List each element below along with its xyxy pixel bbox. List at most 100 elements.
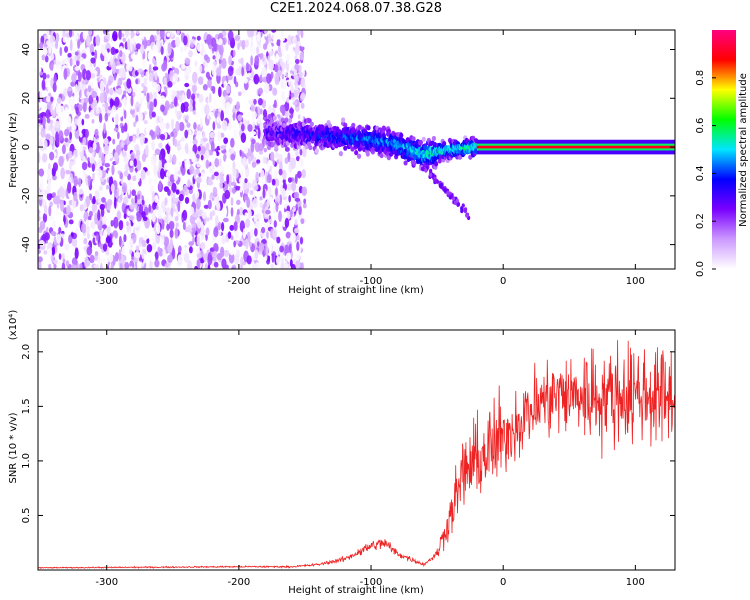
noise-blob	[79, 132, 83, 138]
noise-blob	[176, 259, 183, 267]
noise-blob	[241, 66, 244, 77]
noise-blob	[74, 66, 80, 71]
noise-blob	[218, 38, 223, 46]
noise-blob	[68, 30, 73, 38]
noise-blob	[221, 57, 227, 69]
y-tick-label: 0.5	[21, 508, 32, 524]
spectrogram-x-axis-label: Height of straight line (km)	[288, 285, 424, 296]
x-tick-label: -200	[228, 577, 251, 588]
noise-blob	[300, 42, 306, 47]
noise-blob	[80, 223, 87, 234]
signal-blob	[411, 136, 416, 142]
noise-blob	[266, 256, 270, 262]
noise-blob	[81, 118, 85, 126]
noise-blob	[168, 220, 175, 230]
noise-blob	[123, 234, 127, 243]
signal-blob	[284, 117, 289, 123]
noise-blob	[134, 51, 138, 56]
noise-blob	[52, 162, 58, 172]
noise-blob	[173, 170, 179, 182]
noise-blob	[262, 109, 268, 118]
colorbar-tick-label: 0.4	[695, 165, 706, 181]
noise-blob	[87, 215, 92, 221]
noise-blob	[164, 197, 168, 206]
noise-blob	[227, 65, 234, 77]
noise-blob	[50, 96, 54, 102]
noise-blob	[160, 95, 165, 101]
noise-blob	[44, 232, 50, 241]
noise-blob	[152, 44, 158, 53]
noise-blob	[128, 63, 133, 72]
noise-blob	[275, 53, 279, 64]
noise-blob	[258, 143, 264, 152]
noise-blob	[286, 87, 290, 98]
noise-blob	[48, 263, 52, 269]
noise-blob	[140, 44, 145, 55]
noise-blob	[183, 252, 190, 264]
noise-blob	[225, 84, 231, 94]
noise-blob	[47, 179, 52, 190]
noise-blob	[41, 53, 45, 61]
noise-blob	[164, 162, 170, 170]
noise-blob	[236, 208, 240, 216]
noise-blob	[257, 185, 261, 192]
noise-blob	[94, 254, 98, 261]
noise-blob	[113, 196, 117, 209]
noise-blob	[224, 95, 230, 100]
signal-blob	[431, 135, 437, 142]
noise-blob	[203, 253, 208, 262]
noise-blob	[231, 187, 236, 194]
noise-blob	[53, 74, 57, 85]
noise-blob	[65, 260, 70, 267]
noise-blob	[102, 49, 108, 57]
noise-blob	[95, 107, 100, 114]
noise-blob	[135, 171, 141, 183]
signal-blob	[308, 144, 313, 151]
noise-blob	[238, 177, 245, 184]
noise-blob	[226, 173, 230, 185]
noise-blob	[294, 151, 299, 157]
noise-blob	[69, 57, 73, 67]
noise-blob	[135, 245, 140, 252]
noise-blob	[193, 168, 197, 180]
y-tick-label: -20	[21, 188, 32, 204]
noise-blob	[119, 262, 123, 269]
noise-blob	[116, 60, 121, 66]
noise-blob	[166, 223, 170, 231]
noise-blob	[228, 187, 233, 193]
noise-blob	[296, 234, 300, 241]
noise-blob	[77, 188, 84, 195]
noise-blob	[43, 139, 48, 150]
noise-blob	[184, 142, 189, 155]
signal-blob	[274, 144, 279, 150]
noise-blob	[289, 209, 293, 218]
noise-blob	[165, 122, 170, 130]
noise-blob	[192, 110, 197, 115]
noise-blob	[281, 73, 285, 80]
noise-blob	[238, 206, 244, 216]
noise-blob	[67, 52, 72, 58]
noise-blob	[286, 97, 290, 103]
noise-blob	[159, 168, 165, 180]
noise-blob	[103, 137, 109, 146]
noise-blob	[187, 224, 192, 233]
noise-blob	[257, 87, 264, 95]
noise-blob	[97, 209, 101, 221]
noise-blob	[273, 32, 278, 45]
noise-blob	[271, 30, 277, 33]
noise-blob	[118, 105, 124, 118]
noise-blob	[250, 55, 254, 66]
noise-blob	[301, 168, 307, 179]
noise-blob	[145, 170, 151, 176]
noise-blob	[239, 149, 242, 157]
noise-blob	[121, 132, 127, 141]
noise-blob	[123, 144, 128, 152]
noise-blob	[272, 87, 278, 96]
noise-blob	[129, 203, 135, 210]
noise-blob	[73, 94, 79, 105]
noise-blob	[188, 50, 193, 58]
noise-blob	[209, 194, 213, 200]
noise-blob	[261, 66, 268, 79]
noise-blob	[256, 159, 261, 164]
noise-blob	[121, 125, 125, 134]
